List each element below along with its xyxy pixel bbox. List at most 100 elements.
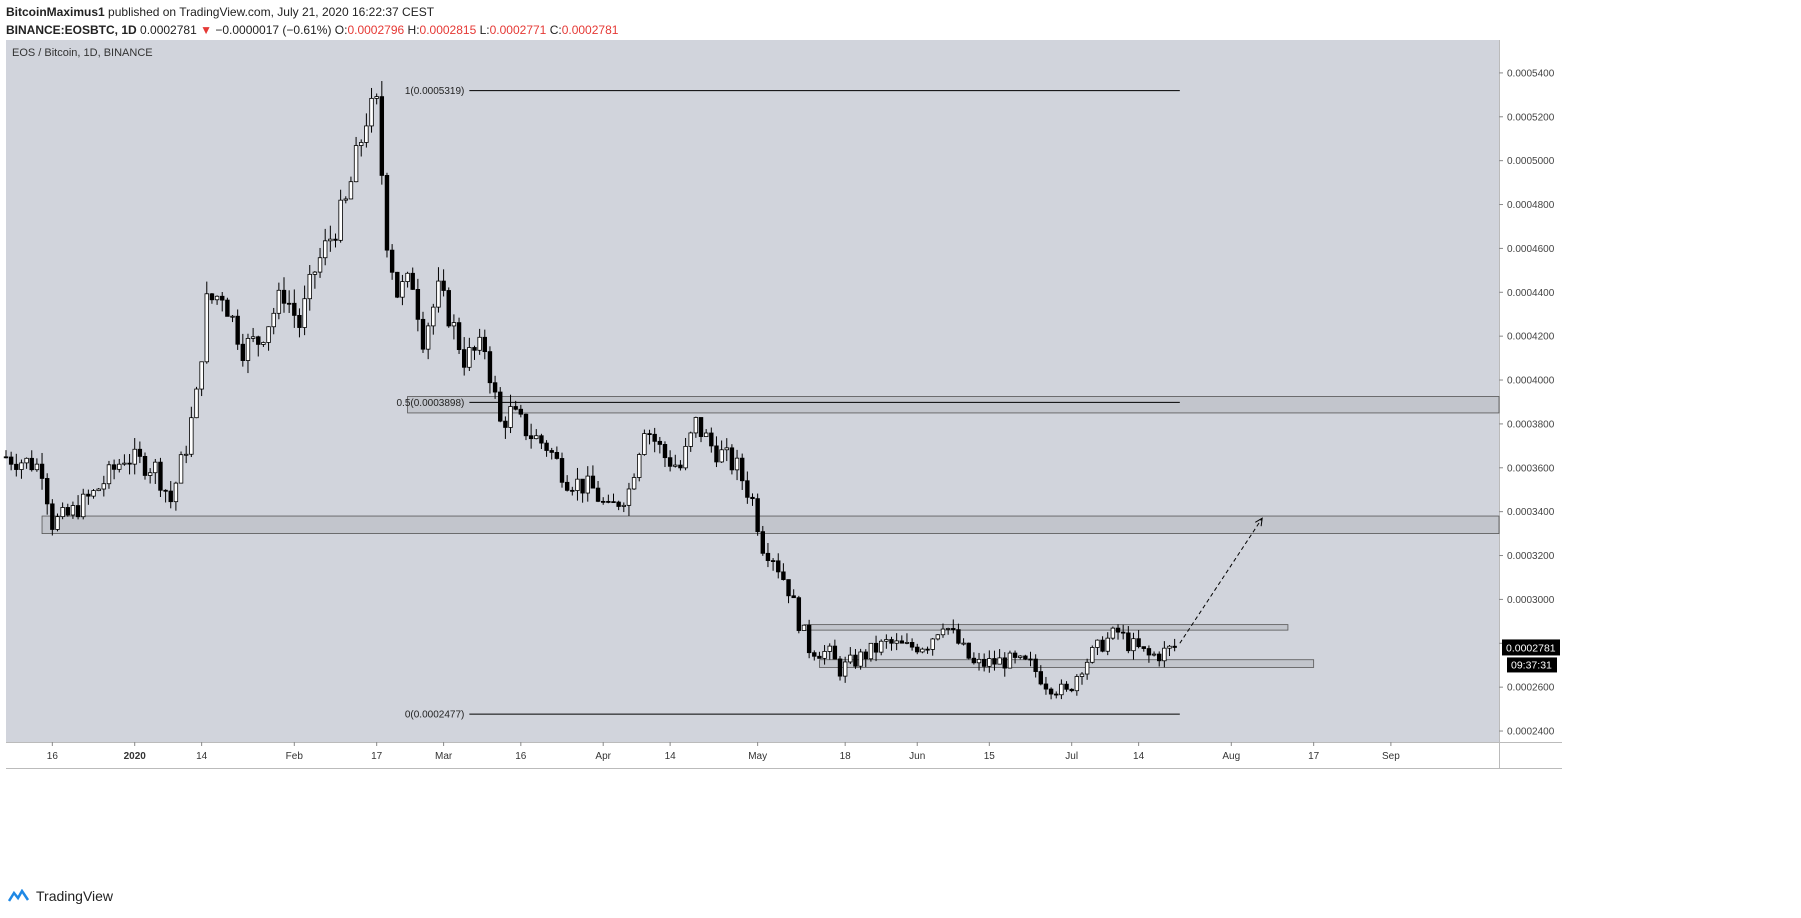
candle-body [508,406,513,428]
candle-body [183,453,189,456]
candle-body [1167,645,1172,649]
candle-body [879,640,884,653]
candle-body [1115,627,1121,633]
plot-area [6,40,1499,742]
y-tick-label: 0.0002600 [1507,683,1555,694]
brand-text[interactable]: TradingView [36,888,114,904]
candle-body [214,295,220,301]
y-tick-label: 0.0003600 [1507,463,1555,474]
candle-body [209,293,215,301]
candle-body [812,652,817,657]
candle-body [1151,653,1157,656]
support-resistance-zone [41,515,1500,534]
candle-body [194,388,199,419]
candle-body [379,96,385,176]
candle-body [498,391,503,422]
candle-body [389,249,395,273]
candle-body [1120,631,1126,634]
candle-body [1084,661,1090,675]
candle-body [734,457,740,471]
candle-body [199,361,204,390]
candle-body [956,629,961,644]
candle-body [163,489,168,492]
x-tick-label: 15 [984,751,996,762]
candle-body [348,181,354,200]
candle-body [765,552,771,561]
candle-body [420,318,426,350]
candle-body [662,444,668,459]
candle-body [786,579,791,597]
candle-body [719,449,724,463]
candle-body [189,417,194,455]
high-label: H: [407,23,420,37]
candle-body [276,289,282,314]
candle-body [899,640,905,644]
candle-body [884,639,889,642]
candles-group [3,81,1177,700]
open-value: 0.0002796 [347,23,405,37]
candle-body [683,445,688,469]
candle-body [451,322,457,327]
candle-body [8,456,14,465]
candle-body [338,199,343,241]
candle-body [302,298,307,328]
candle-body [55,516,60,530]
candle-body [19,462,24,470]
candle-body [1002,657,1007,669]
candle-body [564,481,570,491]
candle-body [698,417,704,437]
candle-body [544,442,549,451]
candle-body [204,293,209,363]
candle-body [858,651,863,667]
candle-body [477,336,482,351]
y-tick-label: 0.0005200 [1507,112,1555,123]
candle-body [801,624,807,631]
x-tick-label: Jul [1065,751,1078,762]
candle-body [395,271,400,298]
support-resistance-zone [819,659,1315,668]
candle-body [961,642,966,645]
candle-body [431,306,436,327]
x-tick-label: Feb [286,751,304,762]
candle-body [250,336,256,339]
y-tick-label: 0.0002400 [1507,727,1555,738]
candle-body [1090,647,1095,663]
candle-body [384,175,390,251]
candle-body [292,302,297,316]
candle-body [513,406,518,410]
candle-body [930,638,935,650]
candle-body [616,501,621,507]
candle-body [405,272,410,283]
candle-body [374,96,379,99]
candle-body [230,315,235,318]
candle-body [1131,638,1136,652]
candle-body [523,413,529,437]
candle-body [60,507,65,518]
candle-body [606,500,611,503]
author-name[interactable]: BitcoinMaximus1 [6,5,105,19]
candle-body [343,198,348,201]
candle-body [425,325,431,350]
candle-body [1110,627,1116,639]
candle-body [333,238,338,241]
candle-body [987,658,992,667]
open-label: O: [334,23,348,37]
candle-body [791,595,796,599]
candle-body [549,450,554,453]
candle-body [770,560,776,562]
x-tick-label: Aug [1222,751,1240,762]
candle-body [528,435,534,440]
candle-body [137,448,143,457]
candle-body [415,289,421,320]
y-tick-label: 0.0004600 [1507,244,1555,255]
candle-body [1105,637,1110,652]
candle-body [50,503,55,530]
y-tick-label: 0.0004200 [1507,332,1555,343]
candle-body [580,478,585,494]
candle-body [70,505,76,516]
candle-body [652,433,657,442]
candle-body [1157,653,1162,662]
candle-body [117,463,122,470]
candle-body [796,597,802,631]
